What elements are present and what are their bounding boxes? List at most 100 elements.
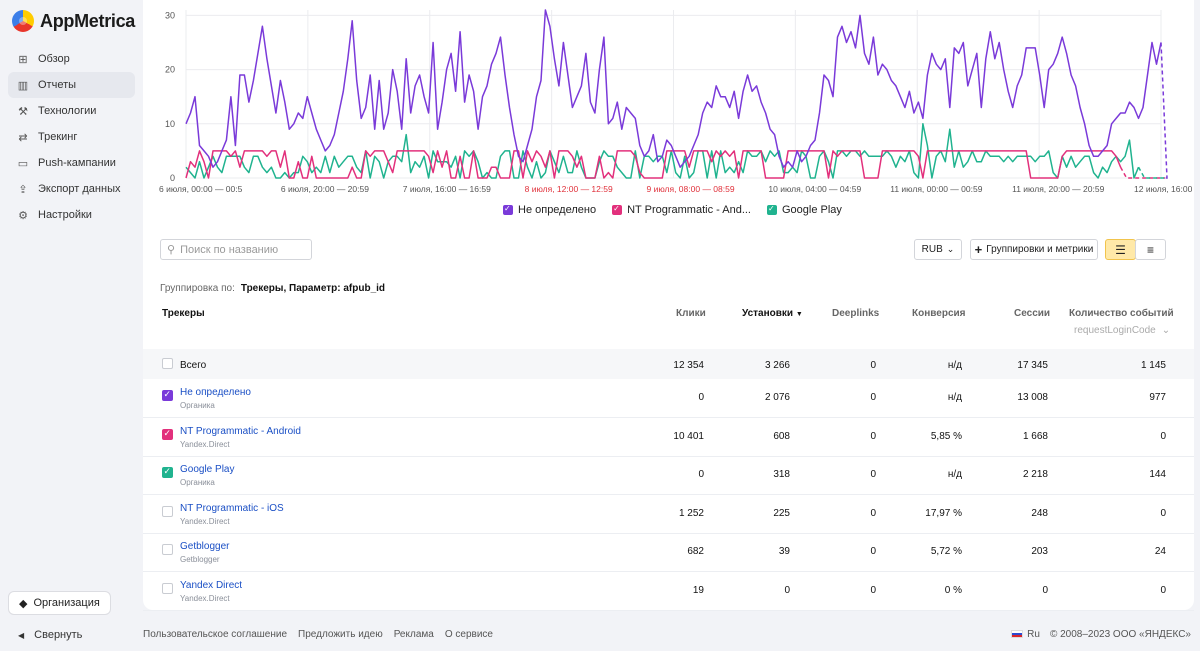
row-cell: 248 [1031,507,1048,519]
app-name: AppMetrica [40,10,136,31]
tree-view-button[interactable]: ≡ [1135,239,1166,260]
col-header-clicks[interactable]: Клики [676,308,706,319]
language-label: Ru [1027,629,1040,640]
row-subtitle: Yandex.Direct [180,593,230,603]
row-cell: 977 [1149,392,1166,403]
appmetrica-logo-icon [12,10,34,32]
row-cell: 13 008 [1017,392,1048,403]
sidebar-item-6[interactable]: ⚙ Настройки [8,202,135,228]
row-cell: 608 [773,430,790,442]
row-cell: 144 [1149,469,1166,480]
search-field[interactable]: ⚲ [160,239,312,260]
line-chart: 0 10 20 30 6 июля, 00:00 — 00:5 6 июля, 20:00… [159,9,1194,194]
ru-flag-icon [1011,630,1024,639]
row-checkbox[interactable] [162,428,173,440]
footer-right: Ru © 2008–2023 ООО «ЯНДЕКС» [1011,629,1191,640]
sidebar-item-5[interactable]: ⇪ Экспорт данных [8,176,135,202]
row-cell: 1 668 [1022,430,1048,442]
legend-item-1[interactable]: NT Programmatic - And... [612,204,751,216]
row-cell: 0 [784,584,790,596]
row-cell: 3 266 [764,360,790,371]
row-cell: 0 [1160,430,1166,442]
row-checkbox[interactable] [162,505,173,517]
sidebar-item-2[interactable]: ⚒ Технологии [8,98,135,124]
footer-link[interactable]: Реклама [393,629,434,640]
grouping-info: Группировка по: Трекеры, Параметр: afpub_… [160,283,385,294]
row-checkbox[interactable] [162,389,173,401]
legend-label: Не определено [518,204,597,216]
sidebar-item-3[interactable]: ⇄ Трекинг [8,124,135,150]
sidebar-item-1[interactable]: ▥ Отчеты [8,72,135,98]
col-header-events[interactable]: Количество событий [1069,308,1174,319]
row-cell: 0 [1160,584,1166,596]
collapse-sidebar-button[interactable]: ◀ Свернуть [18,629,82,641]
row-checkbox[interactable] [162,466,173,478]
sidebar: AppMetrica ⊞ Обзор ▥ Отчеты ⚒ Технологии ⇄ Трек… [0,0,143,651]
row-cell: 0 [870,507,876,519]
table-row-total: Всего 12 354 3 266 0 н/д 17 345 1 145 [143,349,1194,379]
table-row: Getblogger Getblogger 682 39 0 5,72 % 203 24 [143,534,1194,572]
row-checkbox[interactable] [162,582,173,594]
legend-item-0[interactable]: Не определено [503,204,596,216]
x-tick-label: 6 июля, 00:00 — 00:5 [159,184,243,194]
row-name[interactable]: Google Play [180,464,235,475]
search-input[interactable] [180,243,306,256]
row-name[interactable]: Yandex Direct [180,579,243,591]
row-name[interactable]: NT Programmatic - iOS [180,502,284,514]
row-cell: 10 401 [673,430,704,442]
footer-link[interactable]: О сервисе [444,629,493,640]
row-cell: 203 [1031,546,1048,557]
row-name[interactable]: Getblogger [180,541,230,552]
main-panel: 0 10 20 30 6 июля, 00:00 — 00:5 6 июля, 20:00… [143,0,1194,611]
col-header-installs[interactable]: Установки ▼ [742,308,803,319]
row-cell: 0 [870,360,876,371]
currency-select[interactable]: RUB ⌄ [914,239,962,260]
col-header-deeplinks[interactable]: Deeplinks [832,308,880,319]
row-name[interactable]: NT Programmatic - Android [180,425,301,437]
footer-links: Пользовательское соглашение Предложить ид… [143,629,493,640]
legend-checkbox [612,204,623,215]
col-header-conversion[interactable]: Конверсия [912,308,966,319]
row-cell: н/д [947,360,962,371]
language-switcher[interactable]: Ru [1011,629,1040,640]
sidebar-item-label: Трекинг [38,131,78,143]
row-cell: 0 [1042,584,1048,596]
row-checkbox[interactable] [162,358,173,369]
sidebar-item-label: Экспорт данных [38,183,121,195]
table-row: Google Play Органика 0 318 0 н/д 2 218 144 [143,457,1194,495]
sidebar-nav: ⊞ Обзор ▥ Отчеты ⚒ Технологии ⇄ Трекинг ▭ Push-ка… [8,46,135,228]
grouping-label: Группировка по: [160,283,235,294]
row-cell: 682 [687,546,704,557]
row-cell: 19 [692,584,704,596]
sidebar-item-label: Push-кампании [38,157,116,169]
row-checkbox[interactable] [162,544,173,555]
row-cell: 0 [698,469,704,480]
sidebar-item-4[interactable]: ▭ Push-кампании [8,150,135,176]
x-tick-label: 8 июля, 12:00 — 12:59 [525,184,613,194]
col-header-sessions[interactable]: Сессии [1014,308,1051,319]
grid-icon: ⊞ [18,53,28,66]
chart-icon: ▥ [17,79,29,92]
y-tick-label: 30 [165,10,175,20]
organization-button[interactable]: ◆ Организация [8,591,111,615]
row-name[interactable]: Не определено [180,387,251,398]
event-filter-select[interactable]: requestLoginCode ⌄ [1074,325,1170,336]
row-cell: 12 354 [673,360,704,371]
sidebar-item-label: Технологии [38,105,97,117]
col-header-trackers[interactable]: Трекеры [162,308,205,319]
grouping-value[interactable]: Трекеры, Параметр: afpub_id [240,283,386,294]
list-view-button[interactable]: ☰ [1105,239,1136,260]
row-cell: 5,85 % [930,430,962,442]
footer-link[interactable]: Предложить идею [298,629,383,640]
sidebar-item-0[interactable]: ⊞ Обзор [8,46,135,72]
app-logo[interactable]: AppMetrica [12,10,135,32]
footer-link[interactable]: Пользовательское соглашение [143,629,288,640]
row-cell: 2 218 [1022,469,1048,480]
row-subtitle: Getblogger [180,555,220,564]
sort-desc-icon: ▼ [795,311,803,318]
row-cell: 0 [870,584,876,596]
legend-item-2[interactable]: Google Play [766,204,842,216]
wrench-icon: ⚒ [18,105,28,118]
groupings-metrics-button[interactable]: + Группировки и метрики [970,239,1098,260]
chevron-down-icon: ⌄ [1161,325,1171,336]
